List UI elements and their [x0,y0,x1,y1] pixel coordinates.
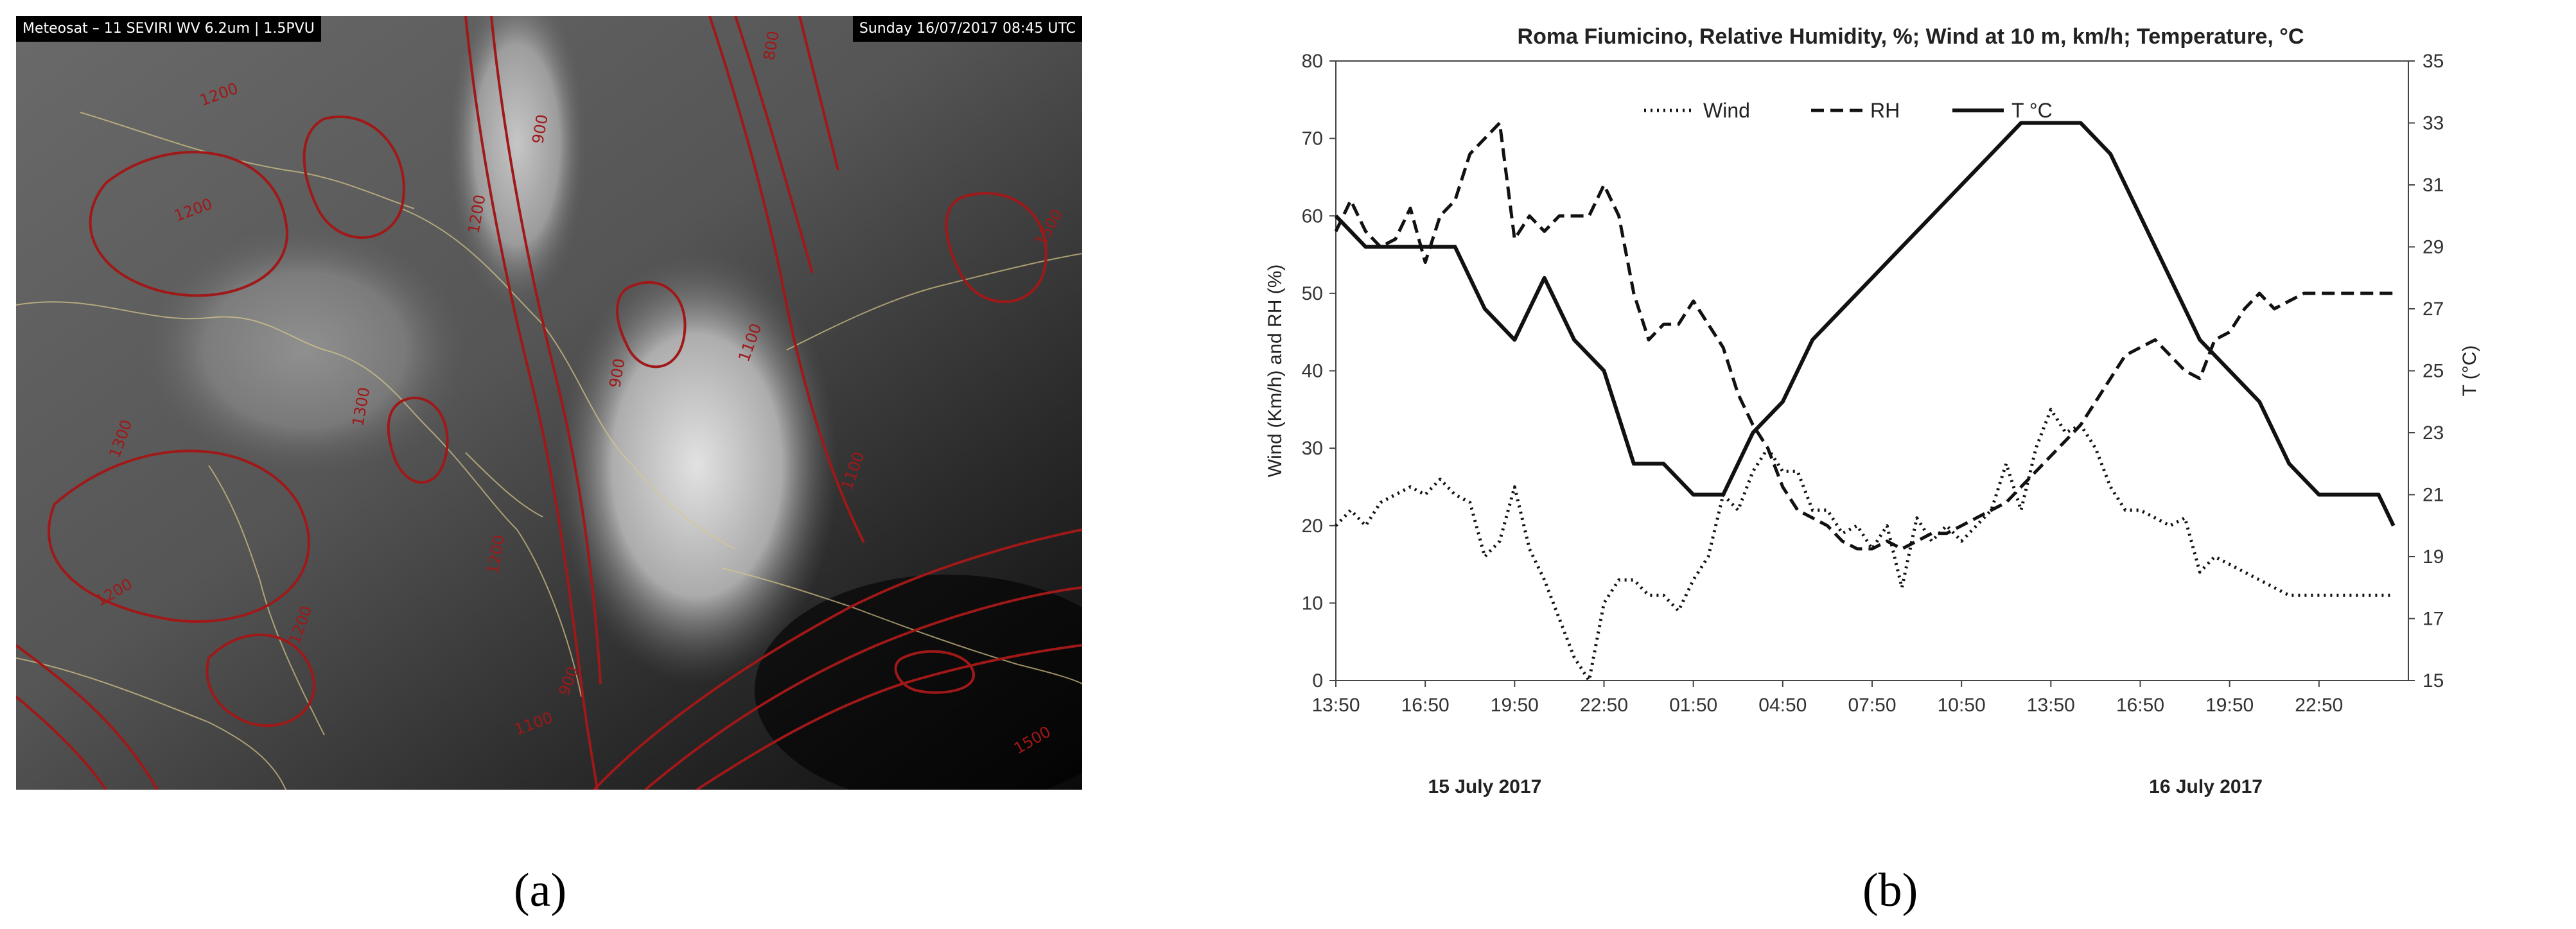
line-chart: Roma Fiumicino, Relative Humidity, %; Wi… [1265,24,2480,797]
x-tick-label: 10:50 [1938,695,1986,716]
legend: Wind RH T °C [1644,99,2053,122]
caption-b: (b) [1862,864,1918,917]
y2-tick-label: 25 [2423,361,2444,382]
x-tick-label: 13:50 [2027,695,2075,716]
series-line-t-c [1334,121,2396,527]
x-tick-label: 01:50 [1669,695,1717,716]
y2-tick-label: 33 [2423,113,2444,134]
y-tick-label: 80 [1302,51,1323,72]
series-lines [1334,121,2396,682]
x-tick-label: 19:50 [2205,695,2254,716]
x-tick-label: 07:50 [1848,695,1896,716]
y-axis-label: Wind (Km/h) and RH (%) [1265,265,1286,478]
y2-tick-label: 35 [2423,51,2444,72]
cloud-band [446,16,588,311]
x-tick-label: 04:50 [1758,695,1807,716]
series-line-wind [1335,408,2394,682]
x-tick-label: 19:50 [1491,695,1539,716]
dry-region [755,575,1082,790]
y-tick-label: 10 [1302,593,1323,614]
satellite-image-panel: 1200 1200 1200 1300 1300 1200 1100 900 9… [16,16,1082,790]
y-tick-label: 0 [1312,670,1323,691]
chart-title: Roma Fiumicino, Relative Humidity, %; Wi… [1518,24,2304,49]
cloud-mass [556,247,838,684]
legend-label: RH [1870,99,1900,122]
y2-tick-label: 23 [2423,422,2444,444]
plot-area [1335,60,2409,681]
cloud-haze [138,221,472,478]
satellite-title: Meteosat – 11 SEVIRI WV 6.2um | 1.5PVU [16,16,321,42]
series-line-rh [1334,121,2394,551]
pv-contours [16,16,1082,790]
x-tick-label: 13:50 [1311,695,1360,716]
x-tick-label: 22:50 [2295,695,2343,716]
plot-frame [1335,60,2409,681]
y2-tick-label: 19 [2423,546,2444,568]
y-tick-label: 20 [1302,516,1323,537]
legend-label: Wind [1703,99,1750,122]
y-tick-label: 40 [1302,361,1323,382]
y-tick-label: 50 [1302,283,1323,304]
satellite-image: 1200 1200 1200 1300 1300 1200 1100 900 9… [16,16,1082,790]
date-label: 15 July 2017 [1428,776,1542,797]
x-tick-label: 22:50 [1580,695,1628,716]
legend-label: T °C [2011,99,2053,122]
date-label: 16 July 2017 [2149,776,2263,797]
x-tick-label: 16:50 [1401,695,1450,716]
y-tick-label: 70 [1302,128,1323,150]
coastlines [16,112,1082,790]
y2-tick-label: 31 [2423,175,2444,196]
y2-tick-label: 21 [2423,485,2444,506]
y-tick-label: 60 [1302,205,1323,227]
y2-tick-label: 15 [2423,670,2444,691]
y2-tick-label: 29 [2423,237,2444,258]
y2-tick-label: 27 [2423,299,2444,320]
y-tick-label: 30 [1302,438,1323,459]
y2-tick-label: 17 [2423,609,2444,630]
caption-a: (a) [514,864,567,917]
satellite-timestamp: Sunday 16/07/2017 08:45 UTC [852,16,1082,42]
y2-axis-label: T (°C) [2459,345,2480,397]
axis-ticks: 0 10 20 30 40 50 60 70 80 15 17 19 21 23 25 27 29 31 33 35 1… [1302,51,2444,797]
x-tick-label: 16:50 [2116,695,2164,716]
